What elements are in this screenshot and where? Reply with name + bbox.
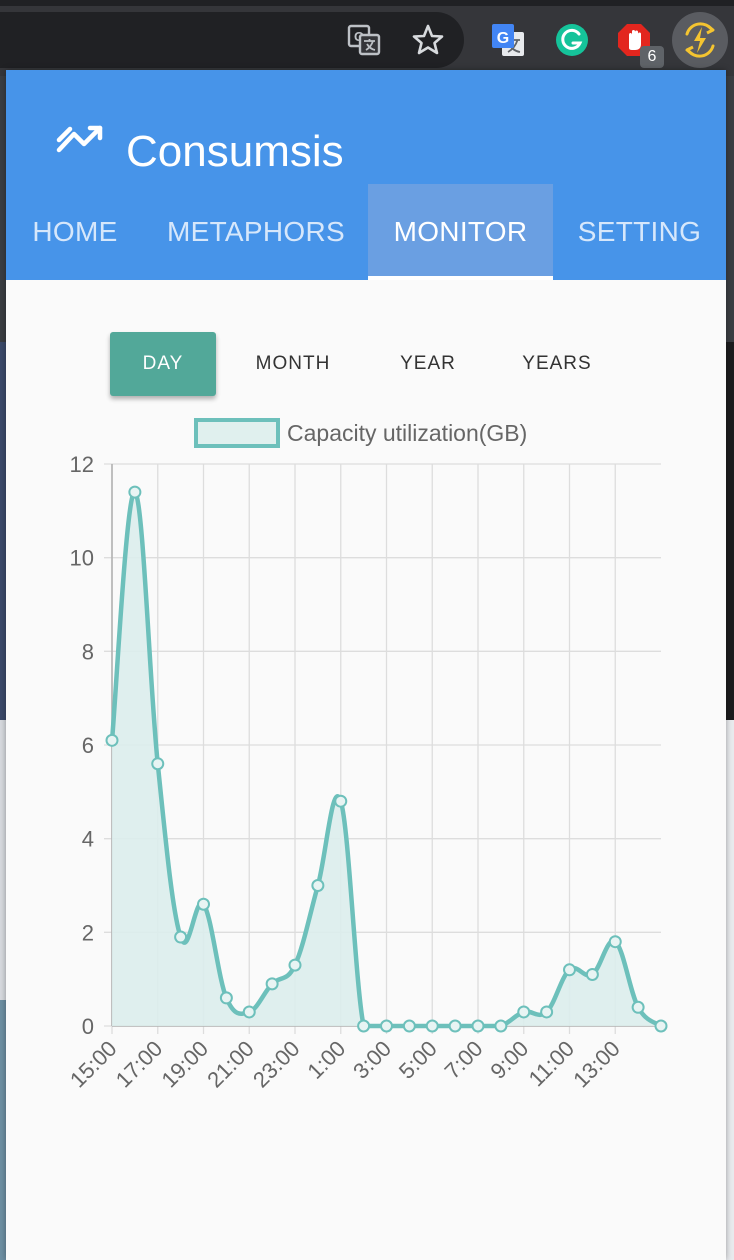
address-bar-end[interactable] (0, 12, 464, 68)
data-point (219, 991, 233, 1005)
data-point (174, 930, 188, 944)
tab-metaphors[interactable]: METAPHORS (167, 216, 345, 247)
series-area (112, 492, 661, 1026)
capacity-chart: 0 2 4 6 8 10 12 15:0017:0019:0021:0023:001:003… (65, 452, 668, 1093)
y-tick-label: 2 (82, 920, 94, 945)
background-page-dark (725, 342, 734, 720)
x-tick-label: 7:00 (440, 1036, 488, 1084)
data-point (105, 733, 119, 747)
data-point (654, 1019, 668, 1033)
background-page-left-image (0, 1000, 8, 1260)
data-point (311, 879, 325, 892)
data-point (494, 1019, 508, 1033)
data-point (425, 1019, 439, 1033)
x-tick-label: 15:00 (65, 1036, 122, 1093)
y-tick-label: 12 (70, 452, 94, 477)
data-point (128, 485, 142, 499)
google-translate-icon[interactable]: G (490, 22, 526, 58)
bookmark-star-icon[interactable] (410, 22, 446, 58)
x-tick-label: 3:00 (348, 1036, 396, 1084)
data-point (471, 1019, 485, 1033)
data-point (608, 935, 622, 949)
tab-monitor[interactable]: MONITOR (368, 184, 553, 280)
data-point (402, 1019, 416, 1033)
active-tab-indicator (368, 276, 553, 280)
consumsis-extension-icon[interactable] (672, 12, 728, 68)
x-tick-label: 13:00 (568, 1036, 625, 1093)
data-point (585, 967, 599, 981)
y-axis-ticks: 0 2 4 6 8 10 12 (70, 452, 94, 1039)
range-year-button[interactable]: YEAR (400, 353, 456, 374)
legend-label[interactable]: Capacity utilization(GB) (287, 420, 528, 446)
browser-toolbar: G G 6 (0, 0, 734, 76)
data-point (631, 1000, 645, 1014)
grammarly-icon[interactable] (554, 22, 590, 58)
x-tick-label: 23:00 (248, 1036, 305, 1093)
data-point (265, 977, 279, 991)
range-years-button[interactable]: YEARS (522, 353, 592, 374)
window-top-edge (0, 0, 734, 6)
x-tick-label: 1:00 (302, 1036, 350, 1084)
app-header: Consumsis HOME METAPHORS MONITOR SETTING (6, 70, 726, 280)
data-point (448, 1019, 462, 1033)
y-tick-label: 8 (82, 639, 94, 664)
background-page-left-light (0, 720, 8, 1000)
x-tick-label: 21:00 (202, 1036, 259, 1093)
data-point (540, 1005, 554, 1019)
x-tick-label: 11:00 (524, 1036, 579, 1091)
app-title: Consumsis (126, 127, 344, 176)
data-point (380, 1019, 393, 1033)
y-tick-label: 4 (82, 827, 94, 852)
range-month-button[interactable]: MONTH (255, 353, 331, 374)
tab-home[interactable]: HOME (32, 216, 118, 247)
svg-text:G: G (497, 30, 509, 47)
data-point (517, 1005, 531, 1019)
trend-logo-icon (56, 125, 103, 153)
tab-monitor-label: MONITOR (393, 216, 528, 247)
tab-setting[interactable]: SETTING (577, 216, 702, 247)
data-point (242, 1005, 256, 1019)
y-tick-label: 6 (82, 733, 94, 758)
range-day-button[interactable]: DAY (110, 332, 216, 396)
background-page-left (0, 342, 8, 720)
translate-icon[interactable]: G (346, 22, 382, 58)
data-point (197, 897, 210, 911)
data-point (288, 958, 302, 972)
data-point (151, 757, 165, 771)
y-tick-label: 0 (82, 1014, 94, 1039)
series-line (109, 489, 663, 1029)
legend-swatch[interactable] (194, 418, 280, 448)
background-page-right-light (725, 720, 734, 1260)
data-point (563, 963, 576, 977)
extension-popup: Consumsis HOME METAPHORS MONITOR SETTING… (6, 70, 726, 1260)
x-tick-label: 5:00 (394, 1036, 442, 1084)
data-point (334, 794, 348, 808)
y-tick-label: 10 (70, 546, 94, 571)
x-tick-label: 17:00 (111, 1036, 168, 1093)
series-points (105, 485, 668, 1033)
x-axis-ticks: 15:0017:0019:0021:0023:001:003:005:007:0… (65, 1036, 625, 1093)
x-tick-label: 19:00 (156, 1036, 213, 1093)
active-extension-highlight[interactable] (672, 12, 728, 68)
data-point (357, 1019, 371, 1033)
adblock-badge: 6 (640, 46, 664, 68)
